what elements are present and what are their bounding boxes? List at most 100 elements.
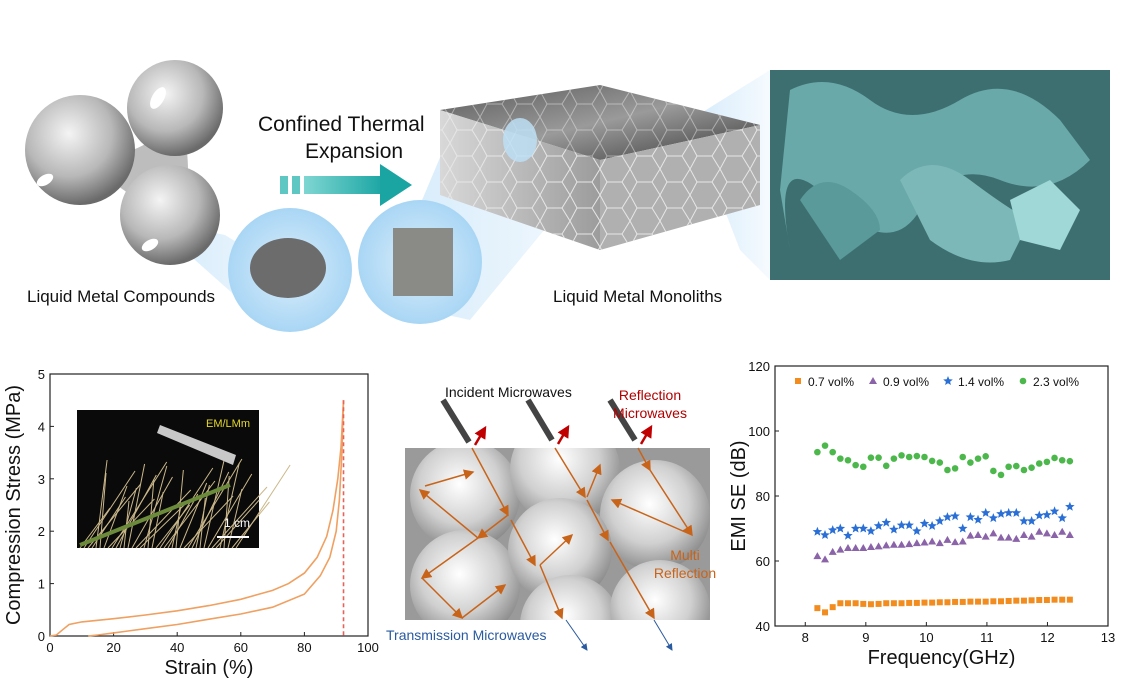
legend-label: 0.7 vol% xyxy=(808,375,854,389)
square-marker xyxy=(852,600,859,607)
inset-photo: EM/LMm 1 cm xyxy=(77,410,291,549)
square-marker xyxy=(860,600,867,607)
y-tick-label: 3 xyxy=(38,472,45,487)
triangle-marker xyxy=(1035,527,1044,535)
triangle-marker xyxy=(996,533,1005,541)
bristle xyxy=(127,463,146,549)
x-tick-label: 10 xyxy=(919,630,933,645)
triangle-marker xyxy=(836,545,845,553)
circle-marker xyxy=(1005,463,1012,471)
x-tick-label: 11 xyxy=(980,630,994,645)
y-axis-label: EMI SE (dB) xyxy=(730,440,750,551)
triangle-marker xyxy=(874,542,883,550)
circle-marker xyxy=(844,456,852,464)
square-marker xyxy=(1020,597,1027,604)
star-marker xyxy=(912,526,922,536)
square-marker xyxy=(982,598,989,605)
bristle xyxy=(147,478,155,549)
triangle-marker xyxy=(813,552,822,560)
bristle xyxy=(219,462,240,549)
expansion-arrow xyxy=(280,164,412,206)
circle-marker xyxy=(829,448,836,456)
triangle-marker xyxy=(928,537,937,545)
square-marker xyxy=(1066,596,1073,603)
triangle-marker xyxy=(1019,531,1028,538)
legend-marker xyxy=(795,378,801,384)
star-marker xyxy=(1003,507,1014,517)
process-label-line1: Confined Thermal xyxy=(258,113,425,136)
square-marker xyxy=(883,600,890,607)
star-marker xyxy=(980,507,991,517)
legend-label: 2.3 vol% xyxy=(1033,375,1079,389)
square-marker xyxy=(952,598,959,605)
square-marker xyxy=(844,600,851,607)
star-marker xyxy=(827,525,838,535)
square-marker xyxy=(906,599,913,606)
monolith-bar xyxy=(157,425,236,465)
triangle-marker xyxy=(1004,533,1013,541)
square-marker xyxy=(967,598,974,605)
circle-marker xyxy=(997,471,1005,479)
circle-marker xyxy=(882,462,890,470)
multi-label-line1: Multi xyxy=(670,547,700,563)
square-marker xyxy=(890,600,897,607)
incident-label: Incident Microwaves xyxy=(445,384,572,400)
square-marker xyxy=(1043,597,1050,603)
plot-frame xyxy=(774,365,1109,627)
circle-marker xyxy=(898,452,905,459)
triangle-marker xyxy=(1050,531,1059,538)
square-marker xyxy=(1013,597,1020,604)
bristle xyxy=(83,470,136,549)
microwave-diagram: Incident Microwaves Reflection Microwave… xyxy=(386,384,716,651)
circle-marker xyxy=(1058,456,1066,464)
incident-arrows xyxy=(440,398,638,444)
stress-strain-chart: 0 20 40 60 80 100 0 1 2 3 4 5 Strain (%) Compression … xyxy=(3,367,379,679)
triangle-marker xyxy=(1065,531,1074,538)
star-marker xyxy=(812,526,823,536)
circle-marker xyxy=(859,463,867,471)
circle-marker xyxy=(875,454,882,461)
triangle-marker xyxy=(989,529,998,537)
triangle-marker xyxy=(859,544,868,551)
y-tick-label: 80 xyxy=(756,489,770,504)
square-marker xyxy=(975,598,982,605)
square-marker xyxy=(867,601,874,608)
scale-bar-label: 1 cm xyxy=(224,516,250,530)
series-0-9-vol- xyxy=(813,527,1074,563)
x-tick-label: 60 xyxy=(234,640,248,655)
unloading-curve xyxy=(88,400,345,637)
star-marker xyxy=(889,524,899,534)
square-marker xyxy=(814,605,821,612)
x-tick-label: 0 xyxy=(46,640,53,655)
square-marker xyxy=(1028,597,1035,604)
star-marker xyxy=(950,511,960,521)
bristle xyxy=(167,493,199,549)
star-marker xyxy=(1011,507,1022,517)
star-marker xyxy=(820,530,830,539)
triangle-marker xyxy=(1027,532,1036,540)
y-tick-label: 120 xyxy=(748,359,770,374)
star-marker xyxy=(927,520,937,530)
bristle xyxy=(187,458,243,549)
star-marker xyxy=(996,508,1006,518)
triangle-marker xyxy=(843,544,852,551)
star-marker xyxy=(1019,516,1029,526)
monolith-cube xyxy=(393,228,453,296)
compounds-label: Liquid Metal Compounds xyxy=(27,287,216,306)
y-tick-label: 4 xyxy=(38,419,45,434)
triangle-marker xyxy=(935,539,944,547)
circle-marker xyxy=(982,453,989,460)
circle-marker xyxy=(913,452,921,460)
triangle-marker xyxy=(889,540,898,548)
x-tick-label: 20 xyxy=(106,640,120,655)
star-marker xyxy=(873,520,884,530)
square-marker xyxy=(1059,596,1066,603)
square-marker xyxy=(1005,597,1012,604)
circle-marker xyxy=(852,461,859,469)
bristle xyxy=(175,469,184,549)
star-marker xyxy=(935,516,945,526)
bristle xyxy=(207,473,253,549)
y-tick-label: 5 xyxy=(38,367,45,382)
y-tick-label: 100 xyxy=(748,424,770,439)
y-tick-label: 40 xyxy=(756,619,770,634)
